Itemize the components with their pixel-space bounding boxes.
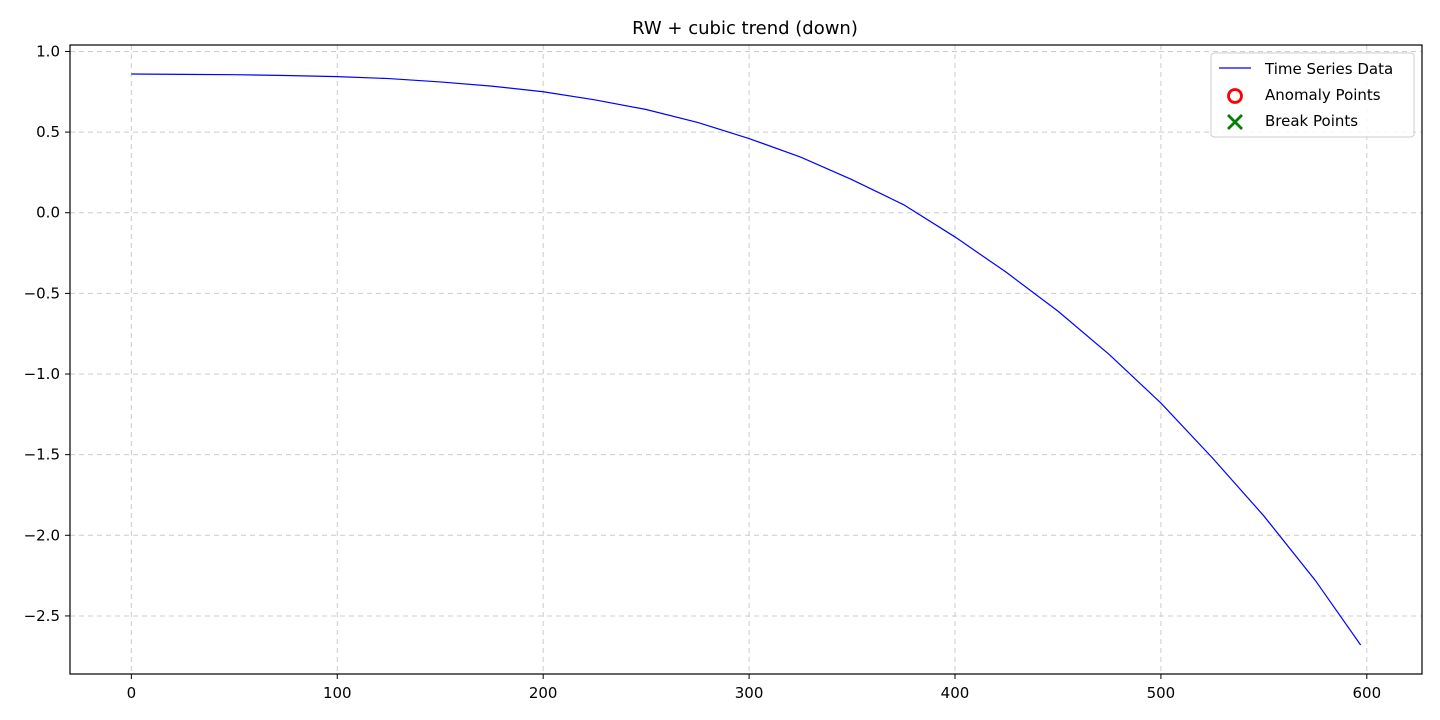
legend: Time Series Data Anomaly Points Break Poin… xyxy=(1210,52,1415,138)
legend-circle-swatch xyxy=(1227,88,1243,104)
y-tick-label: −2.5 xyxy=(24,607,60,625)
plot-frame xyxy=(69,44,1423,675)
y-tick-label: −2.0 xyxy=(24,526,60,544)
y-tick-label: −0.5 xyxy=(24,284,60,302)
legend-label: Time Series Data xyxy=(1264,60,1393,78)
x-tick-label: 200 xyxy=(529,684,558,702)
x-tick-label: 100 xyxy=(323,684,352,702)
x-tick-label: 0 xyxy=(127,684,137,702)
x-tick-label: 600 xyxy=(1352,684,1381,702)
y-tick-label: −1.0 xyxy=(24,365,60,383)
time-series-line xyxy=(131,73,1362,646)
legend-label: Anomaly Points xyxy=(1265,86,1381,104)
y-tick-label: 0.5 xyxy=(36,123,60,141)
legend-x-swatch xyxy=(1227,114,1243,130)
plot-series xyxy=(131,73,1362,646)
legend-box xyxy=(1210,52,1415,138)
y-tick-label: 0.0 xyxy=(36,204,60,222)
x-tick-label: 500 xyxy=(1147,684,1176,702)
chart-title: RW + cubic trend (down) xyxy=(632,18,858,39)
x-tick-label: 400 xyxy=(941,684,970,702)
y-tick-label: −1.5 xyxy=(24,446,60,464)
y-tick-label: 1.0 xyxy=(36,42,60,60)
y-axis: 1.0 0.5 0.0 −0.5 −1.0 −1.5 −2.0 −2.5 xyxy=(24,42,70,625)
legend-label: Break Points xyxy=(1265,112,1358,130)
grid-lines xyxy=(70,45,1422,674)
x-axis: 0 100 200 300 400 500 600 xyxy=(127,674,1381,702)
x-tick-label: 300 xyxy=(735,684,764,702)
